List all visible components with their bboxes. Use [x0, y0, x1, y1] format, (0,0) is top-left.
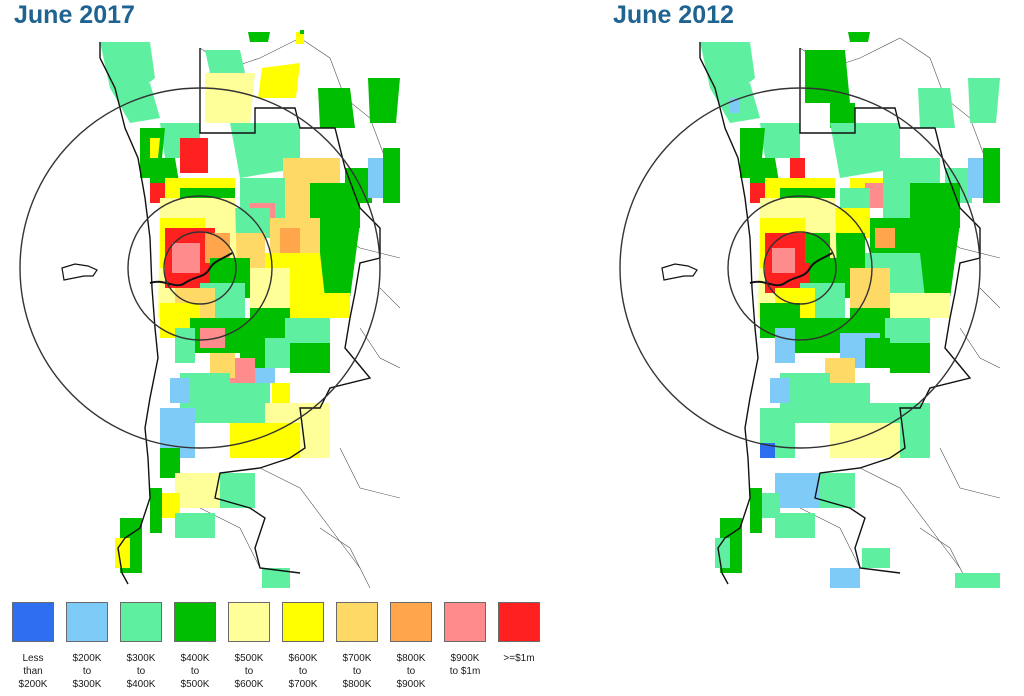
- suburb-fills: [100, 30, 400, 588]
- suburb-fills: [700, 32, 1000, 588]
- legend-label: $200K to $300K: [72, 653, 102, 690]
- legend-item-800k-900k: $800K to $900K: [384, 597, 438, 693]
- legend-label: $600K to $700K: [288, 653, 318, 690]
- legend-item-200k-300k: $200K to $300K: [60, 597, 114, 693]
- legend-label: $700K to $800K: [342, 653, 372, 690]
- legend-label: $900K to $1m: [449, 653, 481, 677]
- legend-swatch: [66, 602, 108, 642]
- swan-river: [149, 252, 233, 287]
- legend-item-700k-800k: $700K to $800K: [330, 597, 384, 693]
- legend-item-900k-1m: $900K to $1m: [438, 597, 492, 693]
- distance-rings: [619, 87, 981, 449]
- coastline: [99, 42, 159, 585]
- legend-swatch: [444, 602, 486, 642]
- legend-swatch: [336, 602, 378, 642]
- choropleth-map-2012: [619, 32, 1000, 588]
- map-title-2017: June 2017: [14, 1, 135, 29]
- legend-label: $400K to $500K: [180, 653, 210, 690]
- price-legend: Less than $200K $200K to $300K $300K to …: [6, 597, 546, 693]
- map-june-2017: [0, 28, 400, 588]
- legend-label: $800K to $900K: [396, 653, 426, 690]
- legend-label: $300K to $400K: [126, 653, 156, 690]
- legend-item-lt-200k: Less than $200K: [6, 597, 60, 693]
- metro-boundary: [199, 48, 381, 574]
- legend-item-400k-500k: $400K to $500K: [168, 597, 222, 693]
- metro-boundary: [799, 48, 981, 574]
- legend-swatch: [120, 602, 162, 642]
- legend-swatch: [390, 602, 432, 642]
- legend-swatch: [228, 602, 270, 642]
- legend-item-300k-400k: $300K to $400K: [114, 597, 168, 693]
- choropleth-map-2017: [19, 30, 400, 588]
- map-title-2012: June 2012: [613, 1, 734, 29]
- rottnest-island: [661, 263, 698, 281]
- legend-item-600k-700k: $600K to $700K: [276, 597, 330, 693]
- swan-river: [749, 252, 833, 287]
- legend-swatch: [282, 602, 324, 642]
- legend-swatch: [12, 602, 54, 642]
- legend-label: >=$1m: [503, 653, 535, 664]
- legend-label: $500K to $600K: [234, 653, 264, 690]
- map-june-2012: [600, 28, 1000, 588]
- legend-item-500k-600k: $500K to $600K: [222, 597, 276, 693]
- legend-item-ge-1m: >=$1m: [492, 597, 546, 693]
- legend-label: Less than $200K: [18, 653, 48, 690]
- distance-rings: [19, 87, 381, 449]
- legend-swatch: [498, 602, 540, 642]
- rottnest-island: [61, 263, 98, 281]
- coastline: [699, 42, 759, 585]
- legend-swatch: [174, 602, 216, 642]
